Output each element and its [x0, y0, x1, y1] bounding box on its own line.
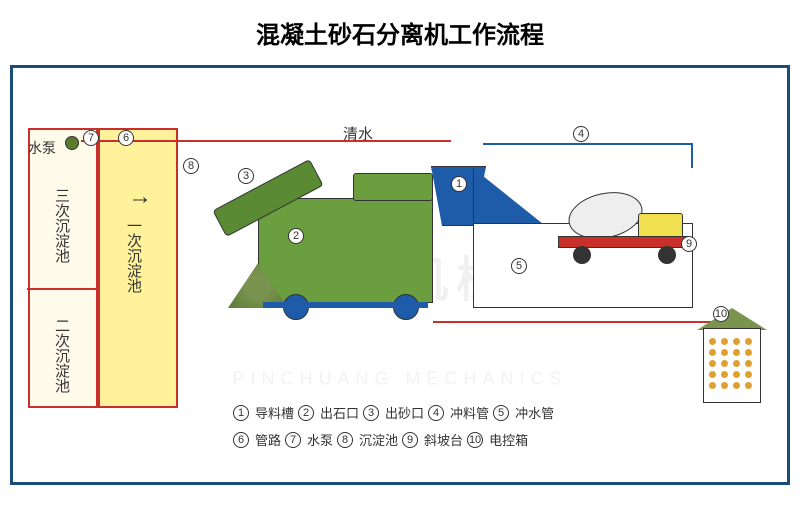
- legend-row: 1 导料槽 2 出石口 3 出砂口 4 冲料管 5 冲水管: [233, 403, 554, 422]
- pipe-blue-top: [483, 143, 693, 145]
- callout-9: 9: [681, 236, 697, 252]
- legend-text: 管路: [255, 430, 281, 449]
- callout-8: 8: [183, 158, 199, 174]
- legend-num: 3: [363, 405, 379, 421]
- legend-text: 出砂口: [385, 403, 424, 422]
- legend-text: 冲水管: [515, 403, 554, 422]
- workflow-diagram: 品创机械 PINCHUANG MECHANICS 水泵 三次沉淀池 二次沉淀池 …: [13, 68, 787, 482]
- legend-row: 6 管路 7 水泵 8 沉淀池 9 斜坡台 10 电控箱: [233, 430, 554, 449]
- legend-text: 水泵: [307, 430, 333, 449]
- control-box-lights: [709, 338, 753, 389]
- callout-2: 2: [288, 228, 304, 244]
- legend-text: 出石口: [320, 403, 359, 422]
- legend-text: 沉淀池: [359, 430, 398, 449]
- callout-7: 7: [83, 130, 99, 146]
- pool-divider: [27, 288, 99, 290]
- flow-arrow-icon: →: [128, 183, 152, 211]
- legend-text: 电控箱: [489, 430, 528, 449]
- separator-body: [258, 198, 433, 303]
- pipe-blue-down: [691, 143, 693, 168]
- legend-num: 1: [233, 405, 249, 421]
- legend-text: 斜坡台: [424, 430, 463, 449]
- truck-wheel-icon: [573, 246, 591, 264]
- legend-num: 4: [428, 405, 444, 421]
- callout-6: 6: [118, 130, 134, 146]
- chassis: [263, 302, 428, 308]
- pool-label-2: 二次沉淀池: [51, 318, 72, 393]
- control-box-roof: [697, 308, 767, 330]
- pool-label-3: 三次沉淀池: [51, 188, 72, 263]
- callout-10: 10: [713, 306, 729, 322]
- watermark-sub: PINCHUANG MECHANICS: [232, 368, 567, 389]
- separator-top: [353, 173, 433, 201]
- legend-num: 2: [298, 405, 314, 421]
- truck-wheel-icon: [658, 246, 676, 264]
- legend-num: 6: [233, 432, 249, 448]
- legend: 1 导料槽 2 出石口 3 出砂口 4 冲料管 5 冲水管 6 管路 7 水泵 8 沉淀池 9斜…: [233, 403, 554, 457]
- page-title: 混凝土砂石分离机工作流程: [0, 0, 800, 65]
- legend-text: 冲料管: [450, 403, 489, 422]
- pipe-red-top: [81, 140, 451, 142]
- legend-num: 7: [285, 432, 301, 448]
- pump-icon: [65, 136, 79, 150]
- callout-4: 4: [573, 126, 589, 142]
- pool-label-1: 一次沉淀池: [123, 218, 144, 293]
- callout-3: 3: [238, 168, 254, 184]
- pipe-red-bottom: [433, 321, 723, 323]
- pump-label: 水泵: [28, 138, 56, 158]
- legend-num: 9: [402, 432, 418, 448]
- legend-text: 导料槽: [255, 403, 294, 422]
- callout-5: 5: [511, 258, 527, 274]
- diagram-frame: 品创机械 PINCHUANG MECHANICS 水泵 三次沉淀池 二次沉淀池 …: [10, 65, 790, 485]
- legend-num: 10: [467, 432, 483, 448]
- legend-num: 5: [493, 405, 509, 421]
- legend-num: 8: [337, 432, 353, 448]
- callout-1: 1: [451, 176, 467, 192]
